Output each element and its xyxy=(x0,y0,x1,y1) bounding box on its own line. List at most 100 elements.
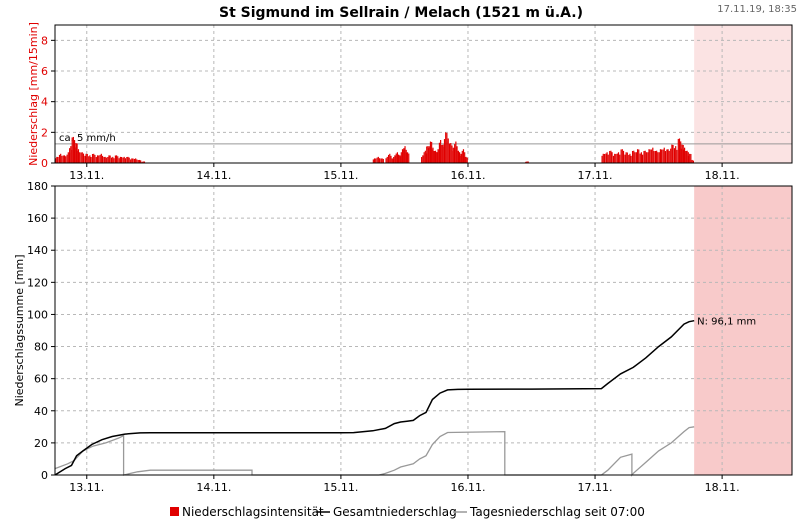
intensity-bar xyxy=(142,161,144,163)
intensity-bar xyxy=(93,153,95,163)
intensity-bar xyxy=(376,157,378,163)
intensity-bar xyxy=(631,150,634,163)
y-tick-label: 4 xyxy=(41,96,48,109)
intensity-bar xyxy=(101,155,104,163)
intensity-bar xyxy=(70,146,72,163)
intensity-bar xyxy=(448,143,451,163)
intensity-bar xyxy=(403,148,405,163)
intensity-bar xyxy=(375,158,377,163)
intensity-bar xyxy=(395,153,397,163)
intensity-bar xyxy=(130,159,132,163)
intensity-grid xyxy=(55,25,792,163)
intensity-x-axis: 13.11. 14.11. 15.11. 16.11. 17.11. 18.11. xyxy=(69,163,740,182)
intensity-bar xyxy=(388,154,390,163)
sum-panel: N: 96,1 mm 0 20 40 60 80 100 120 140 160 180 13.1… xyxy=(13,180,793,494)
y-tick-label: 0 xyxy=(41,469,48,482)
intensity-bar xyxy=(89,155,91,163)
intensity-bar xyxy=(94,154,96,163)
intensity-bar xyxy=(675,146,677,163)
intensity-bar xyxy=(691,159,693,163)
y-tick-label: 120 xyxy=(27,276,48,289)
x-tick-label: 14.11. xyxy=(196,481,231,494)
x-tick-label: 17.11. xyxy=(578,481,613,494)
legend-swatch-intensity xyxy=(170,507,179,516)
intensity-bar xyxy=(373,158,376,163)
intensity-bar xyxy=(438,142,441,163)
legend-label-daily: Tagesniederschlag seit 07:00 xyxy=(469,505,645,519)
intensity-bar xyxy=(421,157,423,163)
intensity-bar xyxy=(633,150,635,163)
intensity-bar xyxy=(431,149,433,163)
sum-y-axis: 0 20 40 60 80 100 120 140 160 180 xyxy=(27,180,55,482)
intensity-bars xyxy=(55,132,694,163)
intensity-bar xyxy=(526,161,528,163)
x-tick-label: 14.11. xyxy=(196,169,231,182)
intensity-bar xyxy=(99,154,101,163)
intensity-bar xyxy=(661,149,663,163)
intensity-bar xyxy=(429,141,432,163)
intensity-bar xyxy=(601,155,603,163)
x-tick-label: 17.11. xyxy=(578,169,613,182)
x-tick-label: 15.11. xyxy=(323,169,358,182)
intensity-bar xyxy=(113,158,115,163)
intensity-bar xyxy=(603,153,606,163)
intensity-bar xyxy=(652,147,654,163)
intensity-bar xyxy=(103,156,105,163)
intensity-bar xyxy=(386,156,388,163)
intensity-bar xyxy=(648,149,650,163)
intensity-bar xyxy=(457,150,459,163)
sum-x-axis: 13.11. 14.11. 15.11. 16.11. 17.11. 18.11. xyxy=(69,475,740,494)
intensity-bar xyxy=(630,155,632,163)
intensity-bar xyxy=(610,150,612,163)
legend-label-intensity: Niederschlagsintensität xyxy=(182,505,324,519)
intensity-bar xyxy=(445,132,447,163)
intensity-bar xyxy=(617,152,620,163)
intensity-bar xyxy=(62,155,64,163)
intensity-bar xyxy=(689,153,691,163)
intensity-bar xyxy=(653,151,655,163)
intensity-bar xyxy=(450,143,452,163)
intensity-bar xyxy=(57,156,59,163)
intensity-bar xyxy=(670,148,672,163)
intensity-bar xyxy=(645,152,647,163)
series-line-daily xyxy=(54,426,695,477)
intensity-bar xyxy=(112,156,114,163)
intensity-bar xyxy=(74,147,76,163)
intensity-bar xyxy=(138,159,141,163)
intensity-bar xyxy=(663,147,665,163)
intensity-bar xyxy=(654,150,657,163)
intensity-bar xyxy=(639,153,641,163)
y-tick-label: 60 xyxy=(34,373,48,386)
intensity-bar xyxy=(638,149,640,163)
intensity-bar xyxy=(381,158,383,163)
intensity-bar xyxy=(687,155,690,163)
intensity-bar xyxy=(671,144,673,163)
intensity-bar xyxy=(84,155,86,163)
intensity-bar xyxy=(659,149,662,163)
intensity-bar xyxy=(399,155,401,163)
intensity-bar xyxy=(67,152,69,163)
intensity-bar xyxy=(117,156,119,163)
intensity-bar xyxy=(602,153,604,163)
intensity-bar xyxy=(55,158,57,163)
intensity-bar xyxy=(124,158,126,163)
intensity-frame xyxy=(54,24,793,164)
intensity-bar xyxy=(629,153,631,163)
intensity-bar xyxy=(643,150,645,163)
intensity-bar xyxy=(77,149,80,163)
intensity-bar xyxy=(65,156,67,163)
intensity-bar xyxy=(625,152,627,163)
chart-title: St Sigmund im Sellrain / Melach (1521 m … xyxy=(219,5,583,21)
intensity-bar xyxy=(612,155,615,163)
intensity-bar xyxy=(685,150,687,163)
y-tick-label: 80 xyxy=(34,341,48,354)
intensity-bar xyxy=(408,153,410,163)
intensity-bar xyxy=(615,153,617,163)
total-annotation: N: 96,1 mm xyxy=(697,317,756,328)
intensity-bar xyxy=(662,149,664,163)
intensity-bar xyxy=(391,158,393,163)
intensity-bar xyxy=(105,157,107,163)
intensity-bar xyxy=(110,157,113,163)
intensity-bar xyxy=(66,154,68,163)
intensity-bar xyxy=(80,152,82,163)
